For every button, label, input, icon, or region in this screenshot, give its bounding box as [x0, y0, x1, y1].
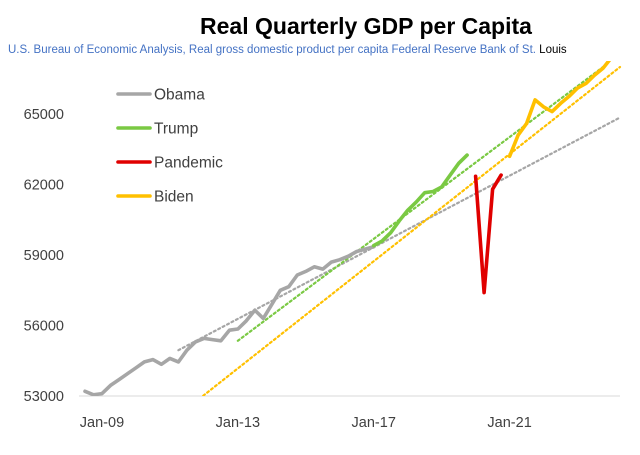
chart-subtitle: U.S. Bureau of Economic Analysis, Real g…: [8, 44, 567, 56]
legend-label-biden: Biden: [154, 189, 194, 206]
lines-group: [83, 61, 622, 396]
y-tick-label: 53000: [24, 389, 64, 405]
trendline-obama: [177, 116, 622, 352]
series-line-trump: [371, 153, 469, 248]
plot-area: 53000 56000 59000 62000 65000 Jan-09 Jan-13 Jan…: [24, 61, 622, 431]
legend-label-trump: Trump: [154, 121, 198, 138]
x-tick-label: Jan-09: [80, 415, 124, 431]
series-line-obama: [83, 245, 376, 396]
x-tick-label: Jan-21: [487, 415, 531, 431]
series-line-biden: [507, 61, 612, 159]
legend: Obama Trump Pandemic Biden: [116, 87, 223, 206]
trendline-biden: [201, 65, 622, 396]
legend-label-obama: Obama: [154, 87, 205, 104]
series-line-pandemic: [473, 173, 503, 295]
legend-label-pandemic: Pandemic: [154, 155, 223, 172]
chart-title: Real Quarterly GDP per Capita: [200, 13, 532, 39]
x-tick-label: Jan-13: [216, 415, 260, 431]
chart-subtitle-source-end: Louis: [536, 44, 567, 56]
y-tick-label: 62000: [24, 178, 64, 194]
chart-subtitle-source: U.S. Bureau of Economic Analysis, Real g…: [8, 44, 536, 56]
trendline-trump: [236, 65, 605, 342]
y-tick-label: 65000: [24, 107, 64, 123]
x-tick-label: Jan-17: [352, 415, 396, 431]
y-tick-label: 56000: [24, 319, 64, 335]
y-tick-label: 59000: [24, 248, 64, 264]
